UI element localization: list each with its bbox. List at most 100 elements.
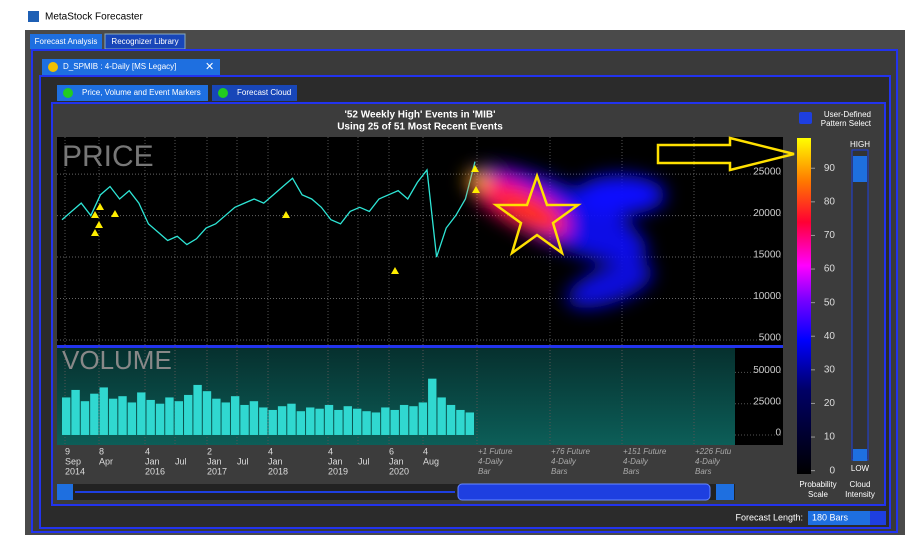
- warning-icon: [48, 62, 58, 72]
- probability-tick-label: 70: [824, 230, 836, 241]
- event-marker: [111, 210, 119, 217]
- probability-tick-label: 20: [824, 398, 836, 409]
- dropdown-arrow[interactable]: [870, 511, 886, 525]
- event-marker: [91, 229, 99, 236]
- x-date-label: 4: [423, 446, 428, 456]
- volume-bar: [362, 411, 371, 435]
- future-bar-label: 4-Daily: [695, 457, 721, 466]
- volume-bar: [193, 384, 202, 435]
- volume-bar: [315, 408, 324, 435]
- tab-label[interactable]: Recognizer Library: [111, 37, 178, 46]
- volume-bar: [146, 399, 155, 435]
- volume-bar: [352, 408, 362, 435]
- future-bar-label: Bars: [695, 467, 711, 476]
- volume-bar: [409, 406, 418, 435]
- x-date-label: Jul: [237, 456, 249, 466]
- volume-bar: [465, 412, 474, 435]
- x-date-label: Aug: [423, 456, 439, 466]
- forecast-length-value[interactable]: 180 Bars: [812, 512, 849, 522]
- scroll-left-button[interactable]: [57, 484, 73, 500]
- close-button[interactable]: ✕: [205, 61, 214, 73]
- y-tick-label: 50000: [753, 365, 781, 376]
- future-bar-label: Bars: [551, 467, 567, 476]
- volume-bar: [212, 398, 221, 435]
- volume-bar: [230, 396, 240, 435]
- pattern-select-button[interactable]: [799, 112, 812, 124]
- intensity-slider[interactable]: [851, 149, 869, 461]
- highlight-star: [492, 172, 582, 257]
- probability-label: Probability: [799, 480, 836, 489]
- cloud-core: [498, 192, 562, 232]
- y-tick-label: 15000: [753, 250, 781, 261]
- forecast-length-dropdown[interactable]: [808, 511, 886, 525]
- volume-bar: [71, 389, 80, 435]
- volume-bar: [371, 412, 381, 435]
- volume-bar: [184, 394, 193, 435]
- chart-subtitle: Using 25 of 51 Most Recent Events: [337, 122, 503, 133]
- volume-bar: [259, 407, 268, 435]
- check-icon: [63, 88, 73, 98]
- tab[interactable]: [30, 34, 102, 49]
- price-plot: [57, 137, 783, 345]
- probability-tick-label: 40: [824, 331, 836, 342]
- sub-tab[interactable]: [212, 85, 297, 101]
- window-title: MetaStock Forecaster: [45, 12, 143, 23]
- x-date-label: Jul: [358, 456, 370, 466]
- x-date-label: Jan: [145, 456, 160, 466]
- future-bar-label: 4-Daily: [551, 457, 577, 466]
- volume-bar: [428, 378, 437, 435]
- volume-bar: [446, 404, 456, 435]
- probability-label: Scale: [808, 490, 829, 499]
- volume-bar: [296, 411, 306, 435]
- highlight-arrow: [656, 136, 795, 172]
- future-bar-label: +151 Future: [623, 447, 667, 456]
- intensity-down[interactable]: [853, 449, 867, 461]
- volume-bar: [456, 409, 465, 435]
- volume-bar: [221, 402, 230, 435]
- price-pane-label: PRICE: [62, 140, 154, 173]
- tab-label[interactable]: Forecast Analysis: [35, 37, 98, 46]
- future-bar-label: +226 Futu: [695, 447, 732, 456]
- probability-tick-label: 60: [824, 264, 836, 275]
- probability-scale-bar: [797, 138, 811, 474]
- future-bar-label: Bar: [478, 467, 491, 476]
- probability-tick-label: 80: [824, 196, 836, 207]
- document-tab[interactable]: [42, 59, 220, 76]
- cloud-core: [466, 171, 490, 189]
- x-date-label: 2017: [207, 466, 227, 476]
- x-date-label: 2016: [145, 466, 165, 476]
- future-bar-label: 4-Daily: [478, 457, 504, 466]
- document-tab-label[interactable]: D_SPMIB : 4-Daily [MS Legacy]: [63, 62, 176, 71]
- x-date-label: 2014: [65, 466, 85, 476]
- x-date-label: Sep: [65, 456, 81, 466]
- volume-bar: [277, 406, 287, 435]
- scrollbar-thumb[interactable]: [457, 483, 711, 501]
- y-tick-label: 0: [775, 428, 781, 439]
- sub-tab-label[interactable]: Price, Volume and Event Markers: [82, 88, 201, 97]
- event-marker: [472, 186, 480, 193]
- future-bar-label: +1 Future: [478, 447, 513, 456]
- x-date-label: 4: [268, 446, 273, 456]
- x-date-label: 2: [207, 446, 212, 456]
- pattern-select-label[interactable]: User-Defined: [824, 110, 871, 119]
- volume-bar: [287, 403, 296, 435]
- x-date-label: Jan: [328, 456, 343, 466]
- x-date-label: 2018: [268, 466, 288, 476]
- pattern-select-label[interactable]: Pattern Select: [821, 119, 872, 128]
- x-date-label: Jan: [268, 456, 283, 466]
- x-date-label: 4: [328, 446, 333, 456]
- volume-bar: [155, 403, 165, 435]
- volume-bar: [165, 397, 174, 435]
- probability-tick-label: 10: [824, 432, 836, 443]
- sub-tab[interactable]: [57, 85, 208, 101]
- x-date-label: Jul: [175, 456, 187, 466]
- probability-tick-label: 0: [829, 465, 835, 476]
- sub-tab-label[interactable]: Forecast Cloud: [237, 88, 291, 97]
- intensity-thumb[interactable]: [853, 156, 867, 182]
- probability-tick-label: 30: [824, 364, 836, 375]
- scroll-right-button[interactable]: [716, 484, 734, 500]
- volume-bar: [80, 401, 90, 435]
- volume-bar: [437, 397, 446, 435]
- future-bar-label: Bars: [623, 467, 639, 476]
